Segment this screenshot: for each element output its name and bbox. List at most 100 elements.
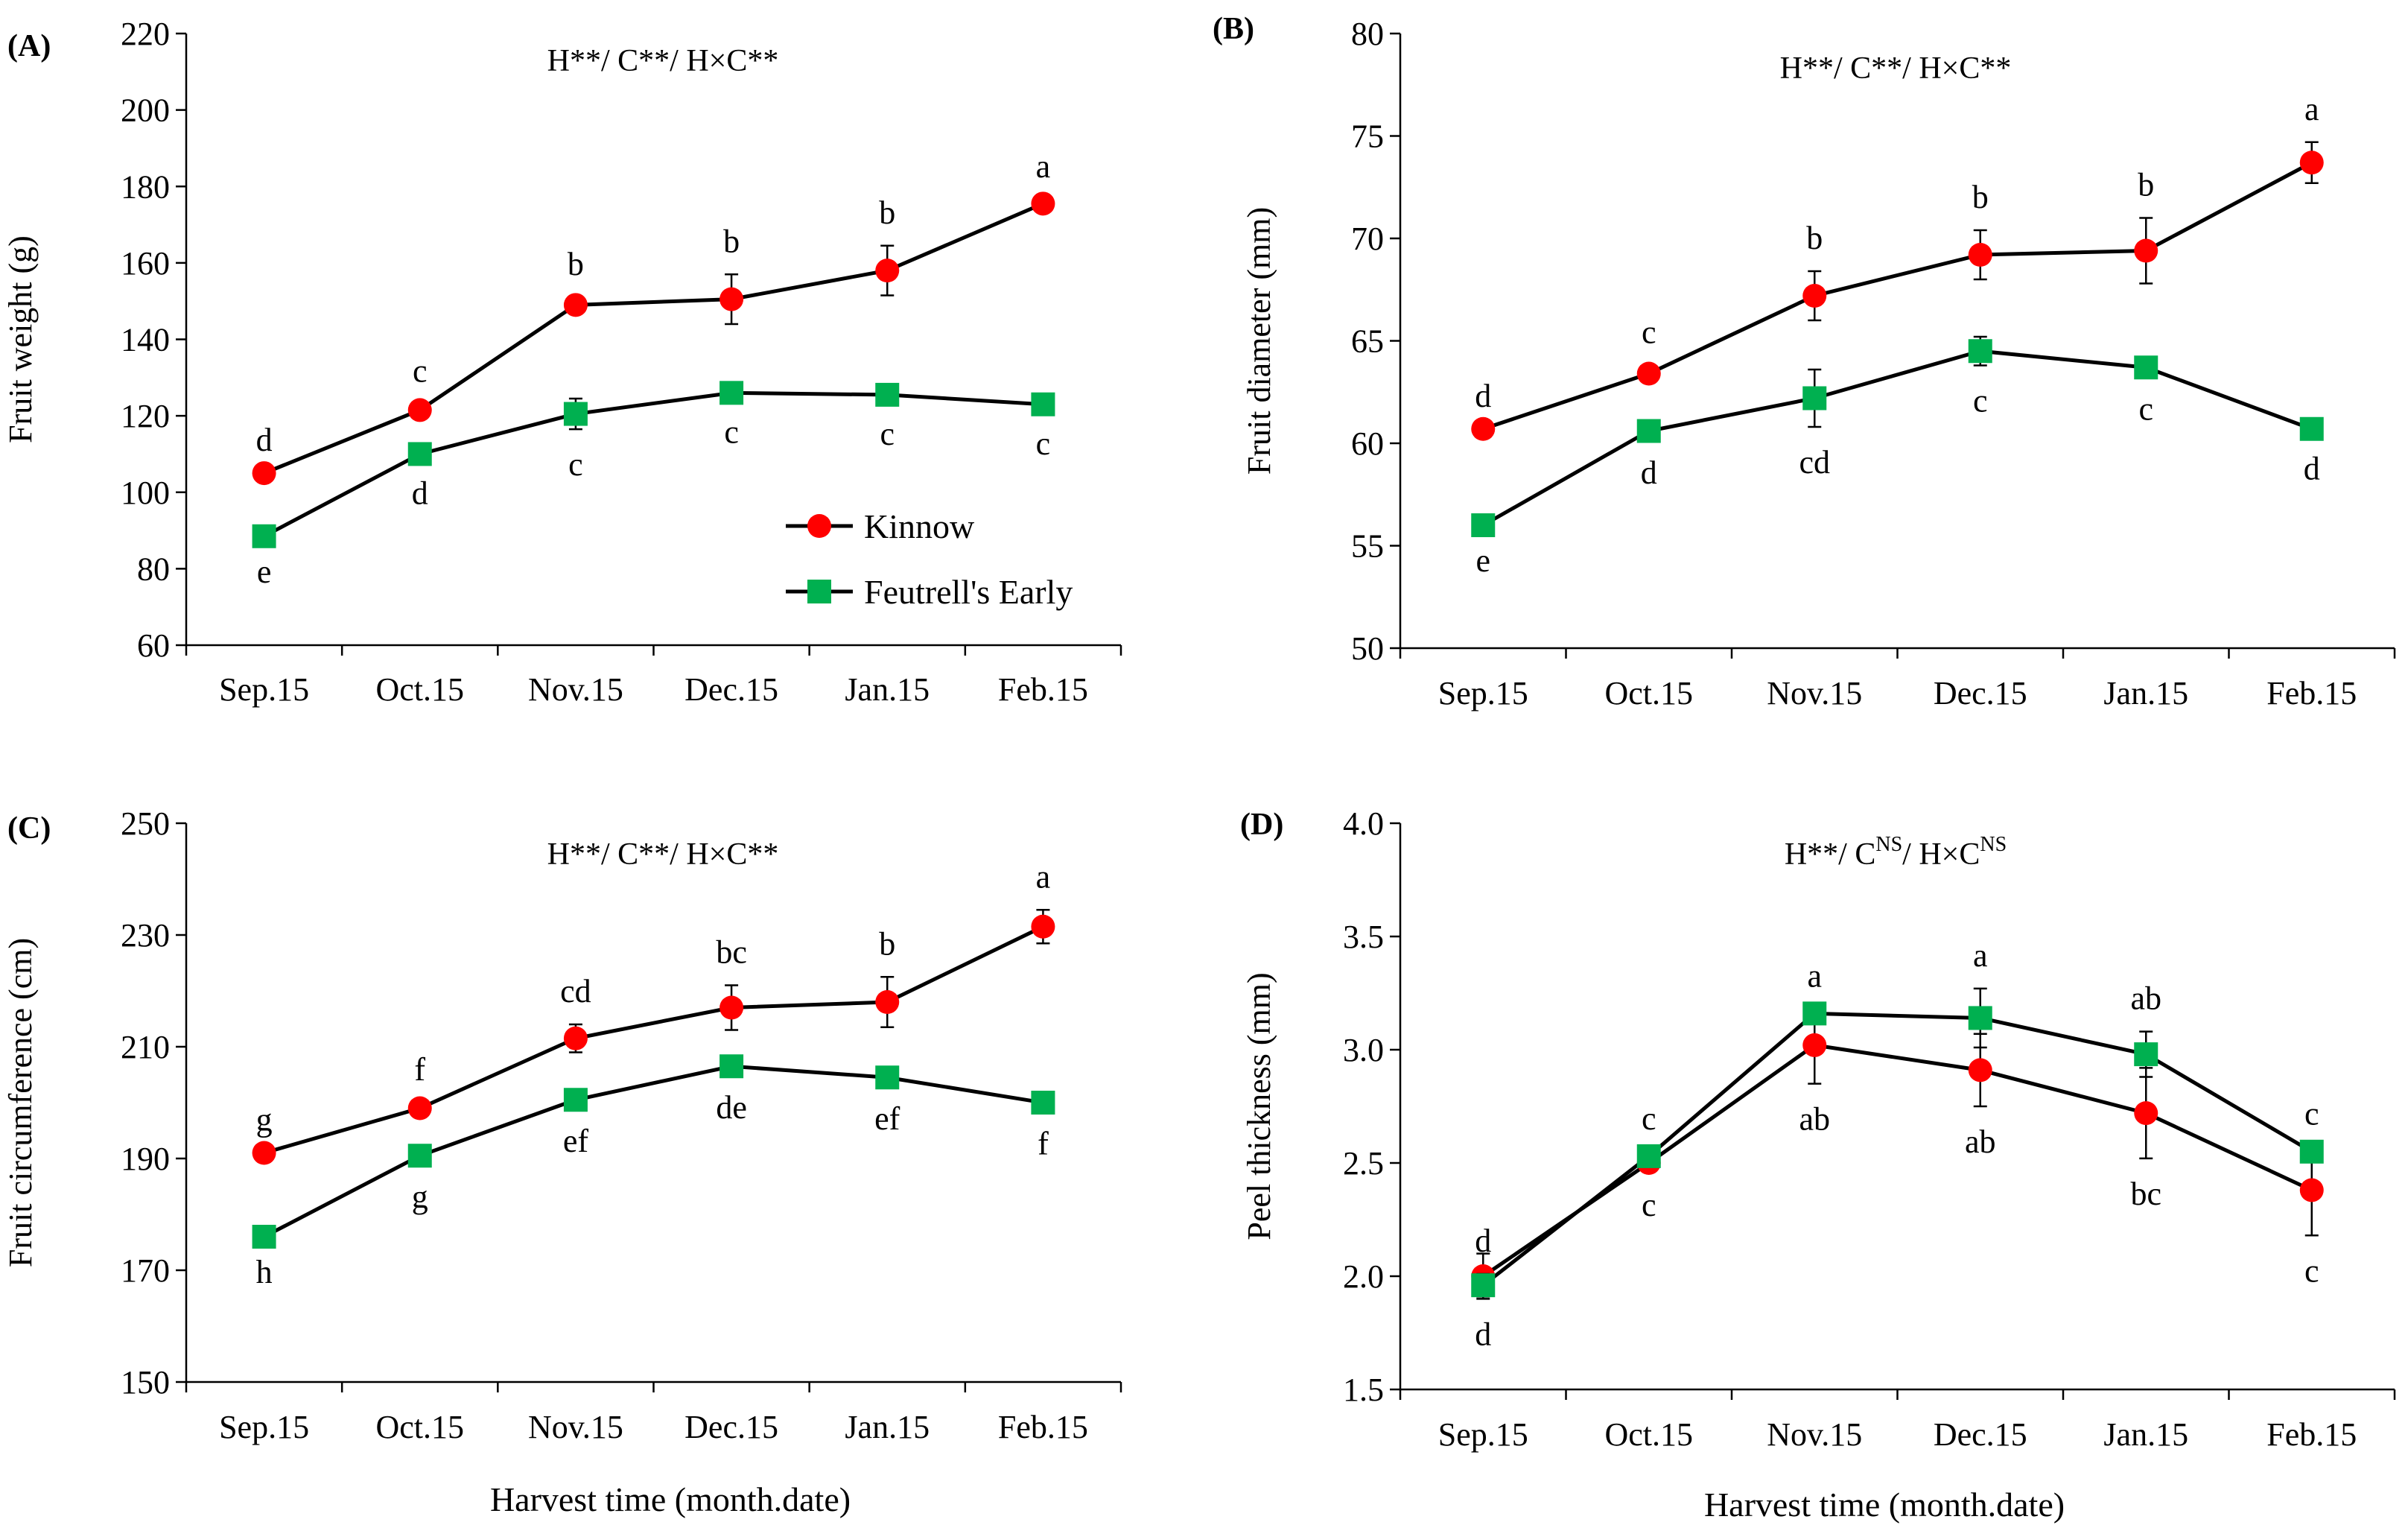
series-line: [263, 1064, 1043, 1239]
significance-letter: e: [257, 554, 272, 590]
x-tick-label: Sep.15: [1438, 675, 1528, 711]
x-tick-label: Jan.15: [2103, 675, 2188, 711]
significance-letter: c: [880, 416, 895, 452]
data-point-feutrells-early: [407, 442, 432, 466]
significance-letter: ab: [1965, 1123, 1996, 1160]
x-tick-label: Jan.15: [2103, 1416, 2188, 1453]
significance-letter: b: [2138, 167, 2154, 203]
data-point-kinnow: [2134, 238, 2158, 263]
stats-annotation: H**/ C**/ H×C**: [1780, 51, 2012, 86]
significance-letter: c: [568, 446, 583, 483]
significance-letter: f: [414, 1051, 425, 1088]
data-point-kinnow: [563, 1026, 588, 1050]
significance-letter: d: [1475, 1223, 1491, 1259]
y-tick-label: 170: [121, 1252, 170, 1289]
y-axis-label: Peel thickness (mm): [1241, 972, 1277, 1240]
x-tick-label: Feb.15: [2266, 1416, 2357, 1453]
significance-letter: c: [413, 353, 428, 390]
significance-letter: a: [1807, 957, 1822, 994]
y-axis-label: Fruit diameter (mm): [1241, 207, 1277, 475]
significance-letter: d: [1475, 378, 1491, 414]
series-line: [1482, 161, 2313, 431]
data-point-kinnow: [875, 259, 900, 283]
y-tick-label: 250: [121, 805, 170, 842]
data-point-kinnow: [719, 287, 744, 311]
significance-letter: b: [879, 194, 895, 231]
series-kinnow: d c b b b a: [252, 148, 1055, 486]
x-tick-label: Oct.15: [1604, 675, 1693, 711]
significance-letter: b: [568, 246, 584, 282]
significance-letter: c: [2304, 1096, 2319, 1132]
y-tick-label: 65: [1351, 323, 1384, 360]
panel-label: (D): [1240, 808, 1283, 842]
y-tick-label: 140: [121, 322, 170, 358]
significance-letter: b: [1972, 179, 1989, 215]
panel-label: (C): [7, 811, 51, 846]
x-tick-label: Feb.15: [2266, 675, 2357, 711]
series-line: [263, 202, 1044, 475]
y-axis-label: Fruit weight (g): [2, 235, 39, 443]
significance-letter: c: [1642, 1187, 1656, 1223]
y-tick-label: 150: [121, 1364, 170, 1401]
data-point-feutrells-early: [1031, 392, 1055, 416]
stats-text: H**/ C: [1785, 837, 1876, 872]
x-tick-label: Nov.15: [528, 1409, 623, 1445]
panel-d: 1.5 2.0 2.5 3.0 3.5 4.0 Sep.15 Oct.15 Nov.15 Dec.…: [1240, 805, 2396, 1453]
y-tick-label: 210: [121, 1029, 170, 1065]
series-feutrells-early: e d c c c c: [252, 381, 1055, 590]
significance-letter: f: [1038, 1126, 1049, 1162]
legend: Kinnow Feutrell's Early: [786, 507, 1073, 611]
significance-letter: bc: [2130, 1176, 2161, 1212]
significance-letter: c: [1036, 425, 1051, 462]
data-point-kinnow: [1471, 416, 1496, 441]
data-point-feutrells-early: [1636, 419, 1661, 443]
data-point-feutrells-early: [563, 1088, 588, 1112]
data-point-feutrells-early: [1471, 513, 1496, 537]
series-line: [1481, 1011, 2313, 1287]
data-point-kinnow: [1968, 243, 1992, 267]
significance-letter: de: [716, 1089, 747, 1126]
significance-letter: c: [1642, 314, 1656, 351]
series-line: [263, 390, 1043, 538]
series-feutrells-early: h g ef de ef f: [252, 1054, 1055, 1290]
data-point-feutrells-early: [719, 381, 744, 405]
data-point-kinnow: [407, 1096, 432, 1120]
data-point-feutrells-early: [1031, 1091, 1055, 1115]
significance-letter: a: [1036, 148, 1051, 185]
significance-letter: ab: [1799, 1101, 1830, 1138]
series-line: [1481, 1043, 2313, 1278]
data-point-kinnow: [2299, 150, 2324, 175]
data-point-feutrells-early: [1802, 386, 1827, 411]
significance-letter: c: [2304, 1252, 2319, 1289]
data-point-feutrells-early: [2134, 1042, 2158, 1067]
series-kinnow: g f cd bc b a: [252, 858, 1055, 1165]
data-point-kinnow: [1031, 191, 1055, 216]
data-point-feutrells-early: [1968, 339, 1992, 364]
x-tick-label: Jan.15: [845, 671, 930, 708]
y-tick-label: 80: [1351, 16, 1384, 52]
data-point-kinnow: [252, 1141, 276, 1165]
x-tick-label: Nov.15: [1767, 1416, 1862, 1453]
significance-letter: g: [412, 1179, 428, 1215]
y-tick-label: 200: [121, 92, 170, 129]
x-tick-label: Nov.15: [528, 671, 623, 708]
series-feutrells-early: ed cdc cd: [1471, 335, 2324, 579]
panel-label: (B): [1213, 12, 1254, 46]
stats-annotation: H**/ C**/ H×C**: [547, 44, 779, 78]
significance-letter: d: [1641, 454, 1657, 491]
y-tick-label: 220: [121, 16, 170, 52]
y-tick-label: 120: [121, 398, 170, 434]
legend-label: Feutrell's Early: [864, 573, 1073, 611]
x-tick-label: Feb.15: [998, 671, 1088, 708]
y-tick-label: 55: [1351, 528, 1384, 565]
y-tick-label: 160: [121, 245, 170, 282]
data-point-kinnow: [2134, 1101, 2158, 1126]
x-tick-label: Dec.15: [684, 1409, 778, 1445]
significance-letter: d: [1475, 1316, 1491, 1352]
series-line: [263, 925, 1044, 1155]
x-tick-label: Oct.15: [375, 671, 464, 708]
panel-c: 150 170 190 210 230 250 Sep.15 Oct.15 Nov.15 Dec.…: [2, 805, 1122, 1445]
significance-letter: ef: [874, 1100, 900, 1137]
data-point-feutrells-early: [252, 524, 276, 548]
data-point-kinnow: [719, 995, 744, 1020]
